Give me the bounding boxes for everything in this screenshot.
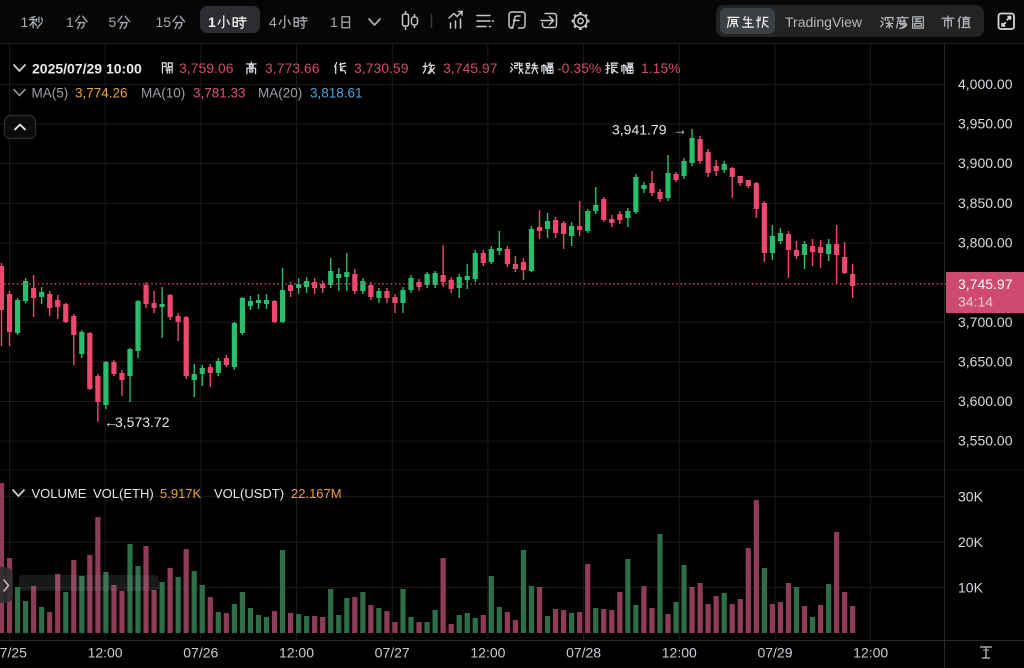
svg-text:3,850.00: 3,850.00 xyxy=(958,195,1013,211)
svg-text:3,900.00: 3,900.00 xyxy=(958,155,1013,171)
svg-text:3,781.33: 3,781.33 xyxy=(193,86,246,101)
svg-text:VOL(ETH): VOL(ETH) xyxy=(93,486,154,501)
svg-text:←: ← xyxy=(104,414,118,430)
svg-text:07/26: 07/26 xyxy=(183,645,218,661)
svg-text:12:00: 12:00 xyxy=(470,645,505,661)
svg-text:3,941.79: 3,941.79 xyxy=(612,122,667,138)
svg-text:3,745.97: 3,745.97 xyxy=(443,60,498,76)
svg-text:5: 5 xyxy=(109,14,117,30)
svg-text:1: 1 xyxy=(208,14,216,30)
svg-text:MA(10): MA(10) xyxy=(141,86,185,101)
svg-text:1: 1 xyxy=(66,14,74,30)
svg-text:-0.35%: -0.35% xyxy=(557,60,601,76)
svg-text:3,573.72: 3,573.72 xyxy=(115,414,170,430)
svg-text:2025/07/29 10:00: 2025/07/29 10:00 xyxy=(32,61,142,77)
svg-text:12:00: 12:00 xyxy=(853,645,888,661)
svg-text:3,600.00: 3,600.00 xyxy=(958,393,1013,409)
svg-text:3,730.59: 3,730.59 xyxy=(354,60,409,76)
svg-text:1: 1 xyxy=(21,14,29,30)
svg-text:12:00: 12:00 xyxy=(279,645,314,661)
svg-text:4,000.00: 4,000.00 xyxy=(958,76,1013,92)
svg-text:10K: 10K xyxy=(958,579,984,595)
svg-text:VOLUME: VOLUME xyxy=(32,486,87,501)
svg-text:07/25: 07/25 xyxy=(0,645,27,661)
svg-text:3,650.00: 3,650.00 xyxy=(958,353,1013,369)
svg-text:5.917K: 5.917K xyxy=(160,486,202,501)
svg-text:3,773.66: 3,773.66 xyxy=(265,60,320,76)
svg-text:12:00: 12:00 xyxy=(88,645,123,661)
svg-text:3,550.00: 3,550.00 xyxy=(958,433,1013,449)
svg-text:07/29: 07/29 xyxy=(757,645,792,661)
svg-text:07/28: 07/28 xyxy=(566,645,601,661)
svg-text:12:00: 12:00 xyxy=(662,645,697,661)
svg-text:MA(20): MA(20) xyxy=(258,86,302,101)
svg-text:VOL(USDT): VOL(USDT) xyxy=(214,486,284,501)
svg-text:3,818.61: 3,818.61 xyxy=(310,86,363,101)
svg-text:1: 1 xyxy=(330,14,338,30)
svg-text:4: 4 xyxy=(269,14,277,30)
svg-text:15: 15 xyxy=(156,14,172,30)
svg-text:30K: 30K xyxy=(958,488,984,504)
svg-text:3,759.06: 3,759.06 xyxy=(179,60,234,76)
svg-text:3,745.97: 3,745.97 xyxy=(958,276,1013,292)
svg-text:TradingView: TradingView xyxy=(785,14,863,30)
svg-text:3,800.00: 3,800.00 xyxy=(958,235,1013,251)
svg-text:07/27: 07/27 xyxy=(375,645,410,661)
svg-text:34:14: 34:14 xyxy=(958,294,993,310)
svg-text:22.167M: 22.167M xyxy=(291,486,342,501)
svg-text:3,950.00: 3,950.00 xyxy=(958,116,1013,132)
svg-text:MA(5): MA(5) xyxy=(32,86,69,101)
svg-text:1.15%: 1.15% xyxy=(641,60,681,76)
svg-text:→: → xyxy=(673,122,687,138)
svg-text:20K: 20K xyxy=(958,534,984,550)
svg-text:3,700.00: 3,700.00 xyxy=(958,314,1013,330)
svg-text:3,774.26: 3,774.26 xyxy=(75,86,128,101)
